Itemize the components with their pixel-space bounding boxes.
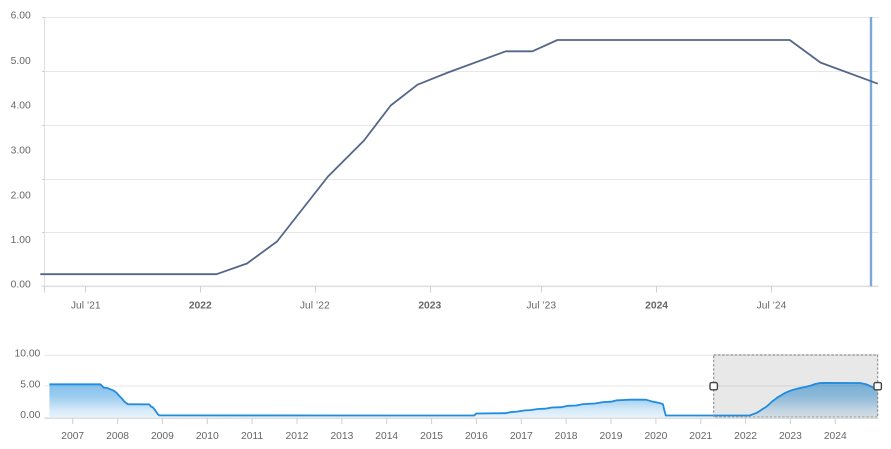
svg-text:2020: 2020 (644, 431, 667, 442)
svg-text:2014: 2014 (375, 431, 398, 442)
svg-text:2024: 2024 (824, 431, 847, 442)
svg-text:2011: 2011 (241, 431, 263, 442)
svg-text:2015: 2015 (420, 431, 443, 442)
svg-text:0.00: 0.00 (20, 410, 40, 421)
svg-text:3.00: 3.00 (11, 146, 31, 157)
svg-text:2023: 2023 (779, 431, 802, 442)
svg-text:2012: 2012 (286, 431, 309, 442)
svg-text:4.00: 4.00 (11, 101, 31, 112)
svg-text:5.00: 5.00 (20, 380, 40, 391)
svg-text:2008: 2008 (106, 431, 129, 442)
svg-text:2022: 2022 (189, 300, 212, 311)
svg-text:6.00: 6.00 (11, 11, 31, 22)
svg-text:2009: 2009 (151, 431, 174, 442)
svg-text:2019: 2019 (600, 431, 623, 442)
svg-text:5.00: 5.00 (11, 56, 31, 67)
svg-text:2007: 2007 (61, 431, 84, 442)
svg-text:2017: 2017 (510, 431, 533, 442)
svg-text:2010: 2010 (196, 431, 219, 442)
svg-text:1.00: 1.00 (11, 235, 31, 246)
svg-text:2023: 2023 (418, 300, 441, 311)
svg-text:2013: 2013 (330, 431, 353, 442)
svg-text:2016: 2016 (465, 431, 488, 442)
svg-text:Jul ’24: Jul ’24 (757, 300, 787, 311)
svg-text:Jul ’23: Jul ’23 (526, 300, 556, 311)
svg-text:0.00: 0.00 (11, 279, 31, 290)
svg-text:2021: 2021 (689, 431, 712, 442)
svg-text:2018: 2018 (555, 431, 578, 442)
svg-text:2.00: 2.00 (11, 191, 31, 202)
svg-text:2024: 2024 (645, 300, 668, 311)
svg-text:Jul ’21: Jul ’21 (71, 300, 101, 311)
svg-text:2022: 2022 (734, 431, 757, 442)
svg-text:Jul ’22: Jul ’22 (300, 300, 330, 311)
svg-text:10.00: 10.00 (15, 349, 41, 360)
